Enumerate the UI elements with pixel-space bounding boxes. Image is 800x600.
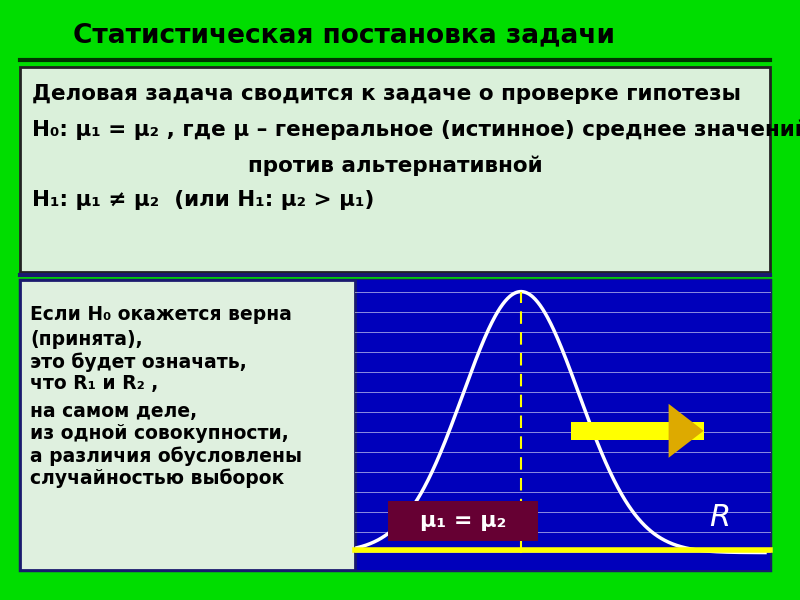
Text: Деловая задача сводится к задаче о проверке гипотезы: Деловая задача сводится к задаче о прове…	[32, 84, 741, 104]
Text: H₁: μ₁ ≠ μ₂  (или H₁: μ₂ > μ₁): H₁: μ₁ ≠ μ₂ (или H₁: μ₂ > μ₁)	[32, 190, 374, 210]
Text: это будет означать,: это будет означать,	[30, 352, 246, 371]
Text: Если H₀ окажется верна: Если H₀ окажется верна	[30, 305, 292, 324]
Text: (принята),: (принята),	[30, 330, 142, 349]
Bar	[20, 280, 770, 570]
Text: на самом деле,: на самом деле,	[30, 402, 197, 421]
Text: случайностью выборок: случайностью выборок	[30, 468, 284, 488]
Text: из одной совокупности,: из одной совокупности,	[30, 424, 289, 443]
Text: что R₁ и R₂ ,: что R₁ и R₂ ,	[30, 374, 158, 393]
Bar	[388, 501, 538, 541]
Bar	[20, 67, 770, 272]
Text: H₀: μ₁ = μ₂ , где μ – генеральное (истинное) среднее значений R: H₀: μ₁ = μ₂ , где μ – генеральное (истин…	[32, 120, 800, 140]
Bar	[570, 422, 704, 440]
Text: R: R	[710, 503, 731, 532]
Bar	[20, 280, 355, 570]
Text: μ₁ = μ₂: μ₁ = μ₂	[420, 511, 506, 531]
Polygon shape	[669, 404, 704, 458]
Text: Статистическая постановка задачи: Статистическая постановка задачи	[73, 22, 615, 48]
Text: а различия обусловлены: а различия обусловлены	[30, 446, 302, 466]
Text: против альтернативной: против альтернативной	[248, 155, 542, 175]
Bar	[355, 280, 770, 570]
